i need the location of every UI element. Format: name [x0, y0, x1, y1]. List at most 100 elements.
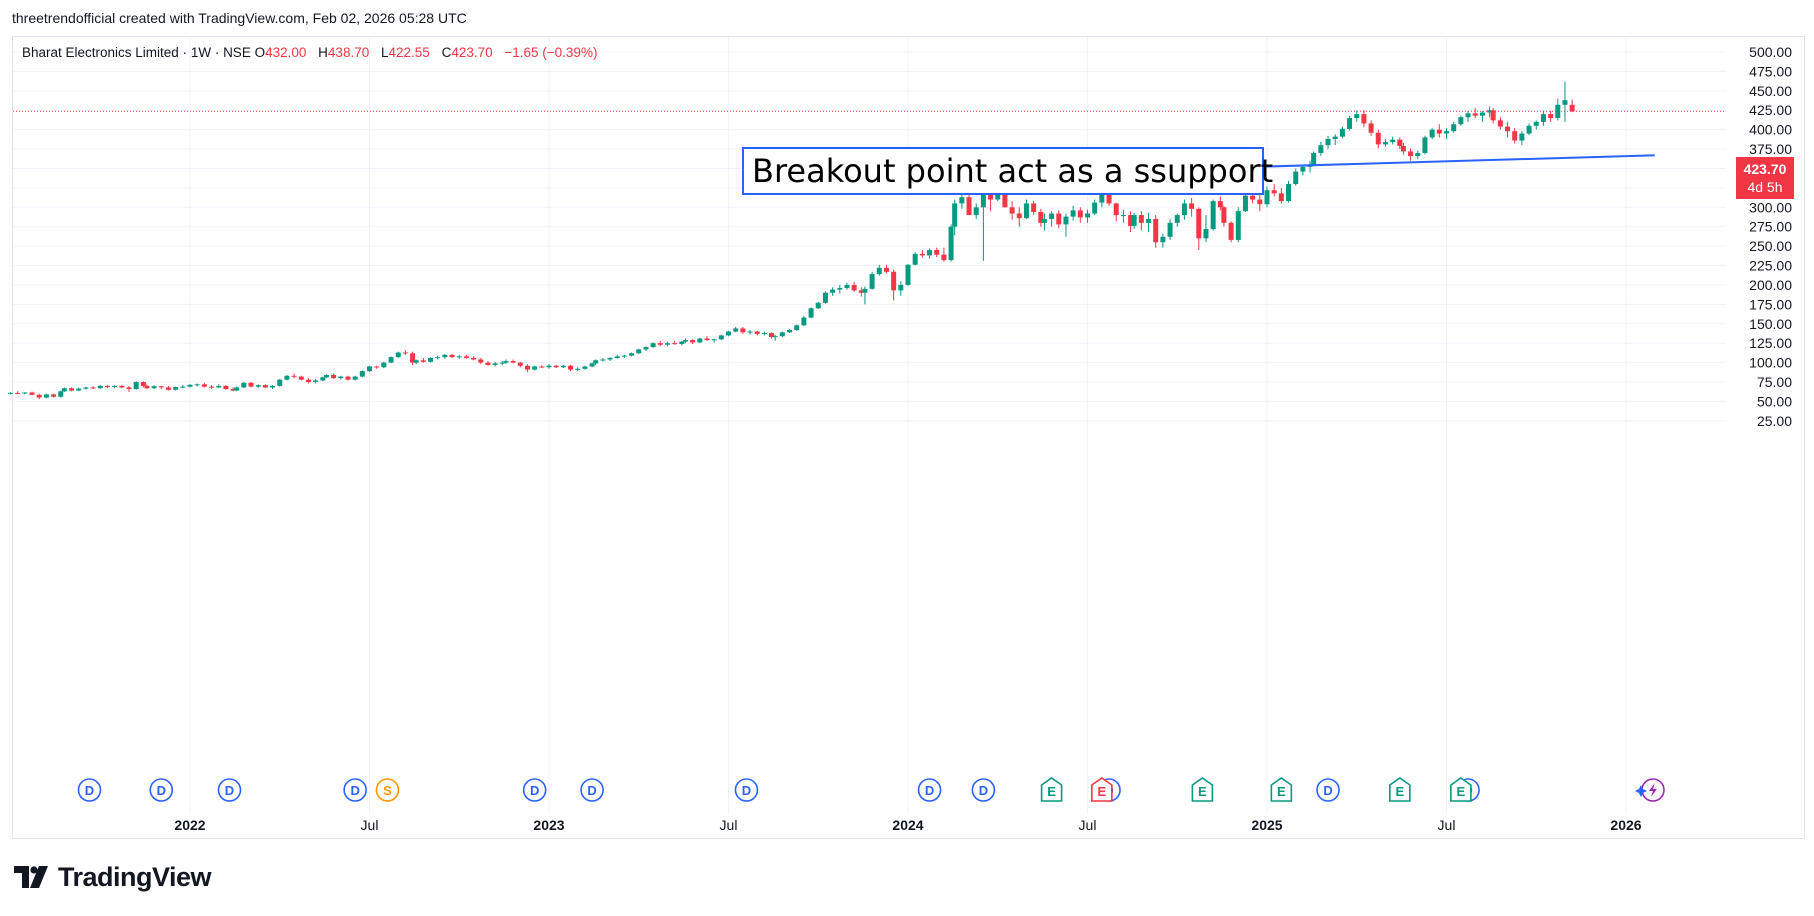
candle-body: [1264, 190, 1270, 205]
symbol-title[interactable]: Bharat Electronics Limited · 1W · NSE: [22, 45, 251, 60]
current-price-value: 423.70: [1743, 161, 1787, 177]
dividend-icon: D: [1316, 778, 1340, 802]
candle-body: [492, 363, 498, 365]
candle-body: [420, 360, 426, 362]
time-tick-label: 2025: [1251, 817, 1282, 833]
candle-body: [876, 267, 882, 275]
candle-body: [1429, 129, 1435, 138]
candle-body: [1092, 202, 1098, 214]
event-marker: [1316, 778, 1340, 802]
dividend-icon: D: [217, 778, 242, 802]
candle-body: [837, 288, 843, 290]
candle-body: [165, 387, 171, 390]
dividend-icon: D: [149, 778, 174, 802]
event-letter: D: [157, 783, 166, 798]
candle-body: [298, 376, 304, 380]
candle-body: [679, 341, 685, 344]
candle-body: [209, 386, 215, 388]
candle-body: [973, 207, 979, 216]
candle-body: [905, 264, 911, 285]
tradingview-logo[interactable]: TradingView: [14, 862, 212, 892]
ai-insight-icon: [1634, 778, 1665, 802]
candle-body: [711, 339, 717, 341]
candle-body: [1049, 213, 1055, 219]
candle-body: [61, 388, 67, 392]
candle-body: [1332, 136, 1338, 139]
candle-body: [51, 394, 57, 397]
candle-body: [1009, 207, 1015, 214]
lightning-icon: [1648, 783, 1657, 797]
time-tick-label: 2026: [1610, 817, 1641, 833]
candle-body: [589, 363, 595, 367]
candle-body: [524, 365, 530, 370]
candle-body: [381, 362, 387, 368]
time-axis: 2022 Jul 2023 Jul 2024 Jul 2025 Jul 2026: [174, 817, 1641, 833]
candle-body: [1138, 215, 1144, 223]
split-icon: S: [375, 778, 400, 802]
candle-body: [822, 292, 828, 303]
candle-body: [428, 357, 434, 362]
event-marker: [343, 778, 367, 802]
candle-body: [898, 284, 904, 291]
price-tick-label: 75.00: [1757, 374, 1792, 390]
candle-body: [1106, 193, 1112, 204]
text-annotation[interactable]: Breakout point act as a ssupport: [742, 147, 1273, 195]
price-tick-label: 300.00: [1749, 199, 1792, 215]
candle-body: [600, 359, 606, 361]
candle-body: [747, 331, 753, 333]
grid-lines: [13, 37, 1726, 814]
candle-body: [682, 340, 688, 342]
price-tick-label: 100.00: [1749, 355, 1792, 371]
candle-body: [883, 267, 889, 272]
candle-body: [664, 343, 670, 345]
candle-body: [1519, 133, 1525, 141]
candle-body: [1555, 104, 1561, 119]
candle-body: [1070, 210, 1076, 217]
candle-body: [1160, 236, 1166, 243]
price-tick-label: 275.00: [1749, 219, 1792, 235]
price-tick-label: 400.00: [1749, 122, 1792, 138]
sparkle-icon: [1634, 785, 1647, 797]
candle-body: [1505, 126, 1511, 132]
candle-body: [338, 376, 344, 379]
chart-pane[interactable]: [12, 36, 1805, 839]
open-value: 432.00: [265, 45, 307, 60]
candle-body: [367, 366, 372, 372]
candle-body: [194, 384, 200, 386]
event-letter: S: [383, 783, 392, 798]
candle-body: [144, 385, 150, 389]
candle-body: [966, 197, 972, 216]
candle-body: [1526, 125, 1532, 134]
candle-body: [1242, 195, 1248, 212]
candle-body: [485, 362, 491, 365]
attribution-text: threetrendofficial created with TradingV…: [12, 10, 467, 26]
candle-body: [1286, 184, 1292, 202]
event-letter: D: [979, 783, 988, 798]
candle-body: [761, 333, 767, 335]
candle-body: [1131, 215, 1137, 226]
candle-body: [726, 331, 731, 336]
candle-body: [1167, 222, 1173, 237]
candle-body: [988, 193, 994, 200]
current-price-badge: 423.70 4d 5h: [1736, 157, 1794, 199]
candle-body: [395, 352, 401, 358]
candle-body: [456, 356, 462, 358]
candle-body: [927, 250, 933, 256]
candle-body: [1497, 120, 1503, 127]
candle-body: [201, 384, 207, 387]
candle-body: [180, 386, 186, 388]
candle-body: [1311, 152, 1317, 165]
candle-body: [305, 379, 311, 383]
candle-body: [1031, 203, 1037, 212]
earnings-icon: E: [1040, 777, 1063, 802]
candle-body: [891, 271, 897, 291]
candle-body: [1271, 190, 1277, 194]
candle-body: [499, 362, 505, 364]
price-tick-label: 25.00: [1757, 413, 1792, 429]
candle-body: [1487, 110, 1493, 113]
candle-body: [410, 353, 416, 363]
candle-body: [1235, 211, 1241, 240]
candle-body: [1436, 129, 1442, 134]
candle-body: [1472, 113, 1478, 116]
